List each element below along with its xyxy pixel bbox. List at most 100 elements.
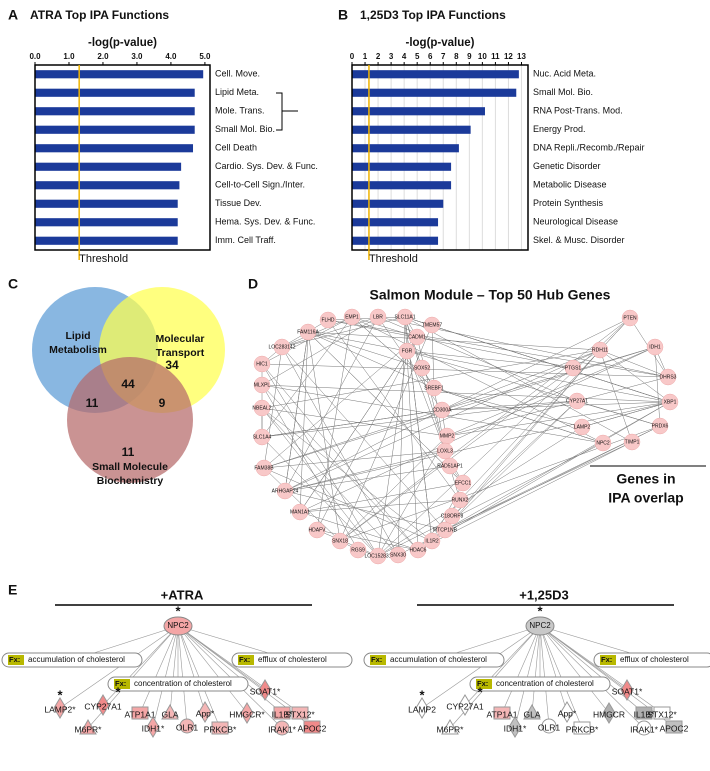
network-edge [261,407,379,557]
network-node [564,359,582,377]
network-node-label: SLC11A1 [394,314,415,320]
function-label: efflux of cholesterol [258,655,327,664]
x-tick-label: 5.0 [199,52,211,61]
category-label: Tissue Dev. [215,198,262,208]
network-edge [284,401,671,492]
pathway-edge [464,625,541,706]
network-edge [261,363,669,378]
gene-label: GLA [161,709,178,719]
network-node-label: FGR [402,348,413,354]
pathway-edge [539,625,610,714]
network-edge [284,316,379,492]
network-edge [261,384,419,551]
network-node [255,459,273,477]
gene-node [415,697,429,719]
category-label: Cardio. Sys. Dev. & Func. [215,161,318,171]
panel-letter: A [8,7,18,23]
network-edge [446,346,656,437]
network-node-label: MLXPL [254,382,271,388]
overlap-label: Genes in [616,471,675,487]
network-node-label: TIMP1 [625,439,640,445]
gene-node [291,706,309,720]
network-edge [261,409,443,438]
plot-frame [34,64,211,251]
bar [352,144,459,153]
gene-label: APOC2 [298,723,327,733]
network-node [319,311,337,329]
gene-node [573,721,591,735]
gene-node [541,718,557,734]
network-edge [351,316,604,444]
gene-node [161,703,179,720]
center-node [163,616,193,636]
overlap-label: IPA overlap [608,490,683,506]
network-edge [281,346,399,556]
venn-count: 9 [159,396,166,410]
network-edge [377,350,408,557]
gene-node [240,702,254,724]
gene-label: ATP1A1 [486,709,517,719]
network-edge [261,407,448,437]
network-edge [263,450,446,469]
network-node [253,376,271,394]
network-node-label: SNX30 [390,552,406,558]
panel-letter: C [8,276,18,292]
network-edge [654,346,661,427]
gene-node [458,694,472,716]
group-bracket [276,92,298,131]
function-box [231,652,353,668]
center-label: NPC2 [167,621,189,630]
network-edge [441,400,578,411]
chart-title: ATRA Top IPA Functions [30,8,169,22]
network-node-label: FLHD [321,317,334,323]
function-tag-bg [8,655,24,665]
venn-count: 44 [121,377,135,391]
function-label: efflux of cholesterol [620,655,689,664]
category-label: Cell. Move. [215,69,260,79]
function-label: accumulation of cholesterol [390,655,487,664]
gene-node [523,703,541,720]
venn-set-label: Lipid [65,330,90,342]
gene-label: SOAT1* [612,686,643,696]
network-edge [316,316,353,531]
gene-label: APOC2 [660,723,689,733]
function-label: concentration of cholesterol [496,679,594,688]
category-label: Energy Prod. [533,124,586,134]
function-label: concentration of cholesterol [134,679,232,688]
function-tag-bg [600,655,616,665]
network-edge [406,350,446,452]
center-node [525,616,555,636]
network-edge [406,350,574,369]
network-node [436,521,454,539]
network-node-label: FAM116A [297,329,319,335]
network-node [253,355,271,373]
category-label: Mole. Trans. [215,106,265,116]
network-edge [451,400,578,517]
network-edge [299,511,419,551]
bar [35,199,178,208]
network-node [441,457,459,475]
x-tick-label: 12 [504,52,513,61]
network-edge [433,387,583,428]
network-node [331,532,349,550]
network-edge [327,319,669,378]
x-axis-label: -log(p-value) [406,37,475,49]
network-edge [261,349,601,409]
network-edge [261,384,671,403]
bar [35,144,194,153]
gene-label: ATP1A1 [124,709,155,719]
gene-label: HMGCR* [229,709,265,719]
network-edge [281,346,446,531]
network-edge [263,346,283,469]
network-edge [327,316,406,321]
function-tag: Fx: [9,655,20,664]
gene-label: HMGCR [593,709,625,719]
network-edge [307,331,435,389]
gene-label: IRAK1* [630,724,659,734]
network-node [436,442,454,460]
network-edge [404,316,633,443]
network-node-label: CYP27A1 [566,398,588,404]
gene-node [211,721,229,735]
network-node-label: LAMP2 [574,424,591,430]
network-edge [339,317,631,542]
